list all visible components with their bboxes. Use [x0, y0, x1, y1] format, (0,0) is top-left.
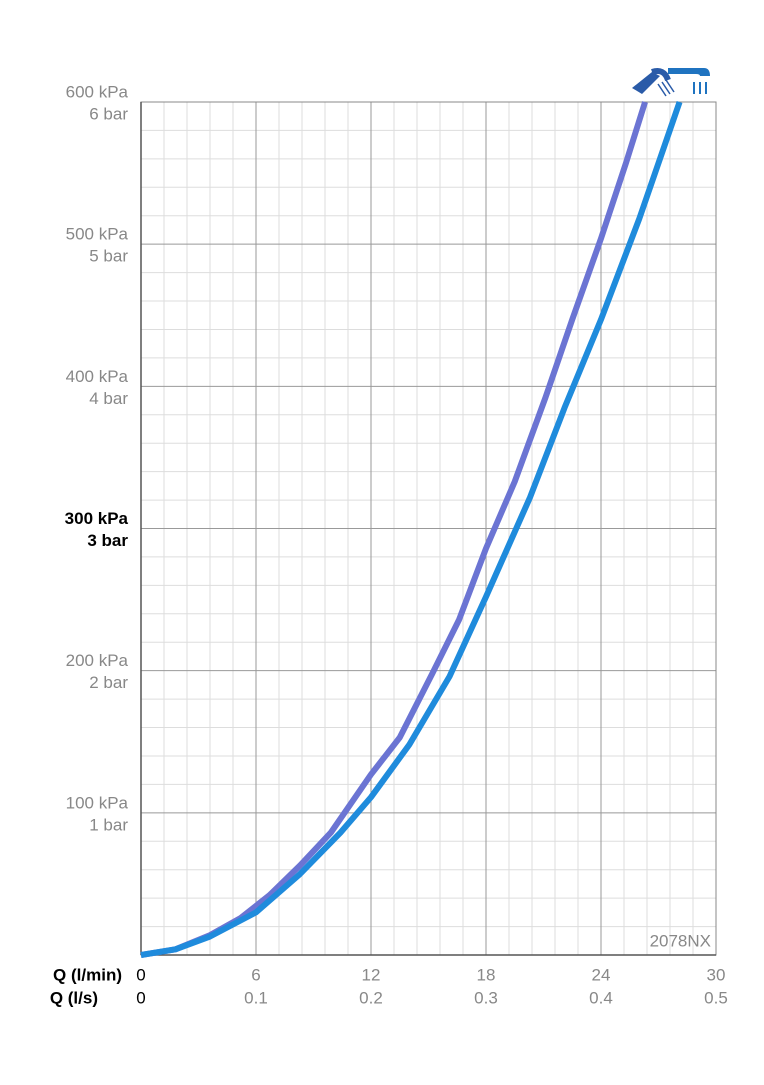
series-line [140, 101, 683, 958]
x-axis-label: Q (l/min) [53, 965, 122, 984]
x2-tick-label: 0.2 [359, 988, 383, 1007]
plot: 0 6 12 18 24 30 0 0.1 0.2 0.3 0.4 0.5 100 kPa 1 bar 20… [65, 82, 728, 1007]
annotation: 2078NX [650, 931, 711, 950]
overhead-shower-icon [668, 68, 710, 94]
x-tick-label: 30 [707, 965, 726, 984]
y-tick-label: 600 kPa [66, 82, 129, 101]
y-tick-label: 400 kPa [66, 367, 129, 386]
y-tick-label: 500 kPa [66, 225, 129, 244]
x2-axis-label: Q (l/s) [50, 988, 98, 1007]
handshower-icon [632, 68, 675, 97]
x2-tick-label: 0.1 [244, 988, 268, 1007]
y-tick-sublabel: 4 bar [89, 389, 128, 408]
x2-tick-label: 0.5 [704, 988, 728, 1007]
x2-tick-label: 0 [136, 988, 145, 1007]
y-tick-label: 300 kPa [65, 509, 129, 528]
x2-tick-label: 0.4 [589, 988, 613, 1007]
y-tick-sublabel: 5 bar [89, 247, 128, 266]
y-tick-sublabel: 1 bar [89, 815, 128, 834]
y-tick-label: 200 kPa [66, 651, 129, 670]
x-tick-label: 24 [592, 965, 611, 984]
x-tick-label: 6 [251, 965, 260, 984]
x2-tick-label: 0.3 [474, 988, 498, 1007]
y-tick-sublabel: 3 bar [87, 531, 128, 550]
y-tick-label: 100 kPa [66, 793, 129, 812]
x-tick-label: 0 [136, 965, 145, 984]
y-tick-sublabel: 6 bar [89, 104, 128, 123]
x-tick-label: 18 [477, 965, 496, 984]
y-tick-sublabel: 2 bar [89, 673, 128, 692]
x-tick-label: 12 [362, 965, 381, 984]
